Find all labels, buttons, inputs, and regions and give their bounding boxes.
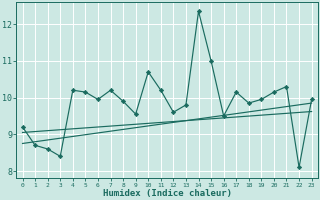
X-axis label: Humidex (Indice chaleur): Humidex (Indice chaleur) bbox=[103, 189, 232, 198]
